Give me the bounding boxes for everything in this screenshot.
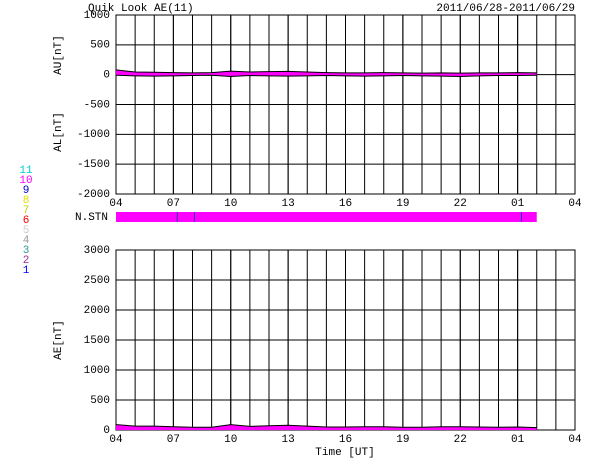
y-tick-label: 1000 [84, 10, 110, 22]
x-tick-label: 19 [396, 434, 409, 446]
y-tick-label: -2000 [77, 189, 110, 201]
y-tick-label: 2500 [84, 275, 110, 287]
y-tick-label: -1500 [77, 159, 110, 171]
x-tick-label: 22 [454, 198, 467, 210]
x-tick-label: 04 [109, 198, 123, 210]
x-tick-label: 04 [568, 198, 582, 210]
x-tick-label: 10 [224, 198, 237, 210]
y-axis-label: AE[nT] [53, 320, 65, 360]
y-axis-label: AU[nT] [53, 35, 65, 75]
station-key-label: 2 [23, 255, 30, 267]
chart-title: Quik Look AE(11) [88, 3, 194, 15]
x-tick-label: 13 [282, 198, 295, 210]
x-tick-label: 07 [167, 434, 180, 446]
x-tick-label: 19 [396, 198, 409, 210]
station-key-label: 6 [23, 215, 30, 227]
station-key-label: 4 [23, 235, 30, 247]
y-tick-label: 0 [103, 425, 110, 437]
x-tick-label: 16 [339, 434, 352, 446]
station-key-label: 11 [19, 165, 33, 177]
station-key-label: 5 [23, 225, 30, 237]
x-tick-label: 07 [167, 198, 180, 210]
y-tick-label: 0 [103, 70, 110, 82]
y-tick-label: 1500 [84, 335, 110, 347]
station-key-label: 10 [19, 175, 32, 187]
x-tick-label: 16 [339, 198, 352, 210]
station-segment [194, 212, 522, 222]
plot-frame [115, 14, 576, 195]
station-segment [116, 212, 178, 222]
x-tick-label: 10 [224, 434, 237, 446]
station-key-label: 8 [23, 195, 30, 207]
station-key-label: 7 [23, 205, 30, 217]
station-key-label: 1 [23, 265, 30, 277]
series-line [115, 69, 537, 74]
strip-label: N.STN [75, 212, 108, 224]
band-fill [116, 69, 537, 77]
date-range: 2011/06/28-2011/06/29 [436, 3, 575, 15]
series-line [115, 74, 537, 77]
station-segment [521, 212, 537, 222]
y-axis-label: AL[nT] [53, 112, 65, 152]
y-tick-label: -500 [84, 99, 110, 111]
station-key-label: 9 [23, 185, 30, 197]
y-tick-label: 500 [90, 395, 110, 407]
y-tick-label: 3000 [84, 245, 110, 257]
y-tick-label: 1000 [84, 365, 110, 377]
x-tick-label: 01 [511, 198, 525, 210]
station-segment [177, 212, 195, 222]
y-tick-label: 500 [90, 40, 110, 52]
series-line [115, 424, 537, 429]
y-tick-label: 2000 [84, 305, 110, 317]
x-axis-label: Time [UT] [315, 447, 374, 459]
x-tick-label: 13 [282, 434, 295, 446]
x-tick-label: 01 [511, 434, 525, 446]
x-tick-label: 22 [454, 434, 467, 446]
y-tick-label: -1000 [77, 129, 110, 141]
x-tick-label: 04 [109, 434, 123, 446]
x-tick-label: 04 [568, 434, 582, 446]
station-key-label: 3 [23, 245, 30, 257]
